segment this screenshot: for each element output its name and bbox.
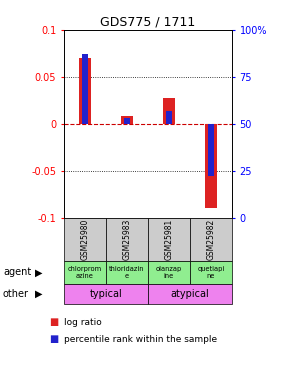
Text: quetiapi
ne: quetiapi ne	[197, 266, 224, 279]
Text: GSM25980: GSM25980	[80, 218, 89, 260]
Text: typical: typical	[90, 289, 122, 299]
Bar	[166, 111, 172, 124]
Bar	[64, 284, 148, 304]
Text: agent: agent	[3, 267, 31, 277]
Bar	[148, 217, 190, 261]
Text: olanzap
ine: olanzap ine	[156, 266, 182, 279]
Bar	[121, 116, 133, 124]
Bar	[64, 261, 106, 284]
Bar	[190, 261, 232, 284]
Bar	[208, 124, 214, 176]
Bar	[163, 98, 175, 124]
Bar	[148, 261, 190, 284]
Bar	[190, 217, 232, 261]
Text: ■: ■	[49, 318, 59, 327]
Text: GSM25983: GSM25983	[122, 218, 131, 260]
Text: GSM25981: GSM25981	[164, 218, 173, 259]
Bar	[82, 54, 88, 124]
Title: GDS775 / 1711: GDS775 / 1711	[100, 16, 195, 29]
Text: atypical: atypical	[171, 289, 209, 299]
Text: GSM25982: GSM25982	[206, 218, 215, 259]
Text: other: other	[3, 289, 29, 299]
Bar	[148, 284, 232, 304]
Bar	[64, 217, 106, 261]
Text: ■: ■	[49, 334, 59, 344]
Bar	[79, 58, 91, 124]
Bar	[205, 124, 217, 208]
Text: ▶: ▶	[35, 289, 43, 299]
Bar	[106, 261, 148, 284]
Text: log ratio: log ratio	[64, 318, 102, 327]
Text: thioridazin
e: thioridazin e	[109, 266, 145, 279]
Bar	[124, 118, 130, 124]
Bar	[106, 217, 148, 261]
Text: percentile rank within the sample: percentile rank within the sample	[64, 335, 217, 344]
Text: chlorprom
azine: chlorprom azine	[68, 266, 102, 279]
Text: ▶: ▶	[35, 267, 43, 277]
